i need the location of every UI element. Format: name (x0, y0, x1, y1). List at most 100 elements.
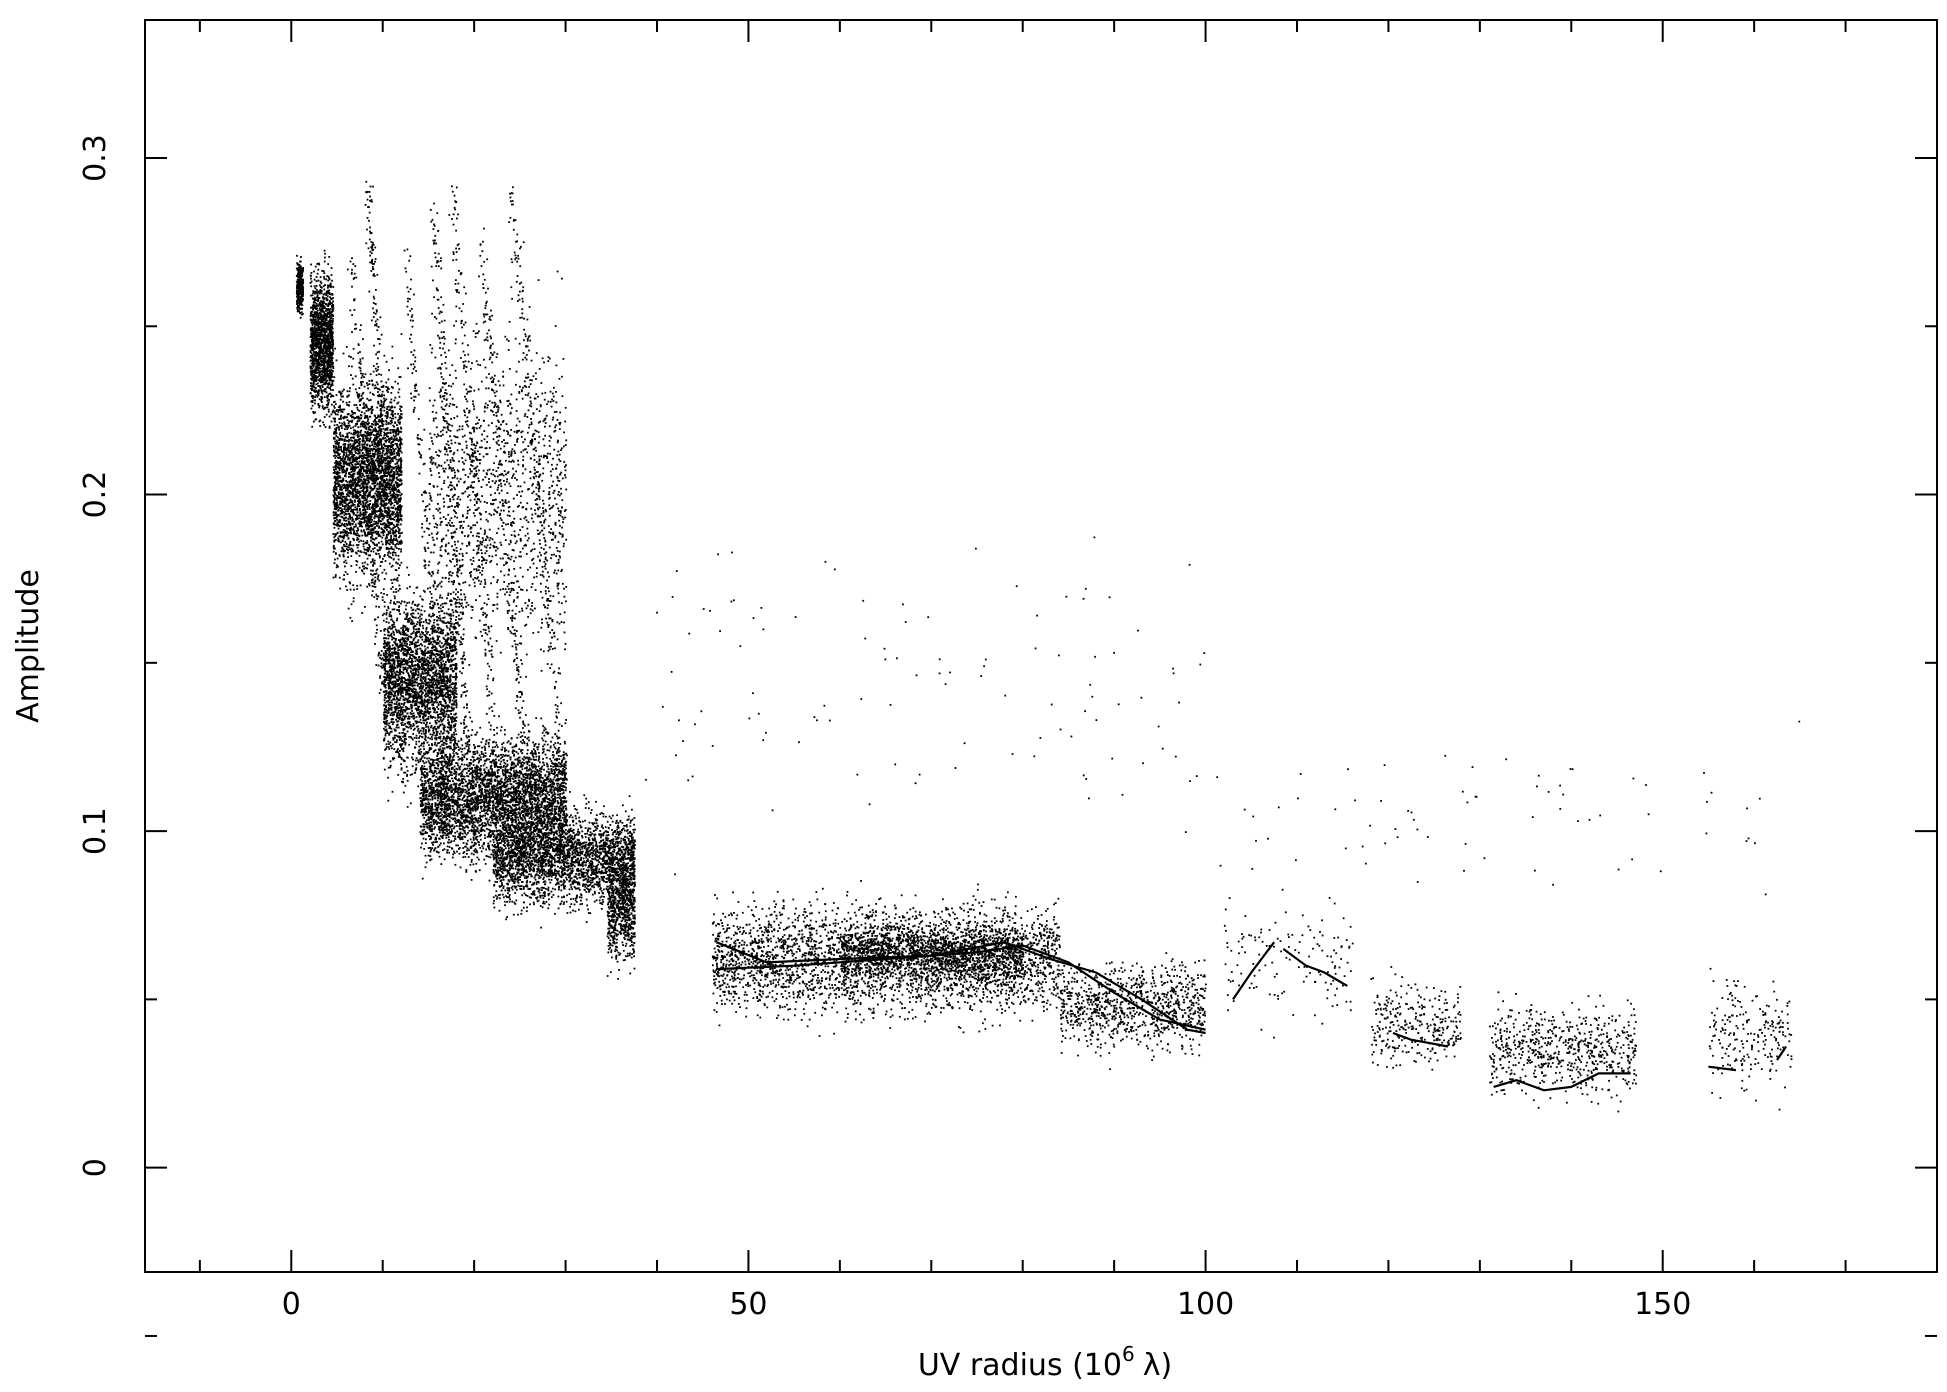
data-point (396, 577, 399, 579)
data-point (319, 310, 322, 312)
data-point (330, 267, 333, 269)
data-point (359, 425, 362, 428)
data-point (330, 317, 333, 319)
data-point (343, 447, 346, 450)
data-point (333, 418, 336, 421)
data-point (328, 292, 331, 294)
data-point (318, 334, 320, 336)
data-point (328, 383, 331, 386)
data-point (390, 500, 392, 503)
data-point (316, 367, 319, 369)
data-point (339, 392, 342, 395)
data-point (330, 335, 333, 338)
data-point (381, 483, 383, 486)
data-point (352, 537, 355, 540)
data-point (335, 533, 337, 536)
data-point (336, 514, 338, 517)
data-point (341, 516, 344, 518)
data-point (325, 328, 328, 331)
data-point (370, 457, 373, 460)
data-point (362, 521, 365, 524)
data-point (330, 358, 333, 361)
data-point (323, 317, 325, 319)
data-point (358, 444, 361, 447)
data-point (363, 508, 365, 511)
data-point (355, 514, 357, 516)
data-point (328, 293, 331, 296)
data-point (371, 449, 374, 452)
data-point (364, 463, 366, 466)
data-point (320, 308, 322, 311)
data-point (368, 544, 370, 546)
data-point (316, 323, 319, 326)
data-point (376, 500, 379, 503)
data-point (373, 547, 376, 549)
data-point (315, 308, 317, 310)
data-point (325, 297, 328, 299)
data-point (384, 524, 387, 527)
data-point (349, 414, 352, 417)
data-point (322, 353, 325, 355)
data-point (317, 279, 320, 282)
data-point (359, 550, 362, 552)
data-point (448, 686, 451, 689)
data-point (377, 414, 380, 417)
data-point (330, 354, 333, 357)
data-point (385, 360, 388, 363)
data-point (391, 357, 394, 360)
data-point (371, 384, 374, 387)
data-point (326, 365, 329, 367)
data-point (379, 495, 381, 497)
data-point (397, 517, 399, 519)
data-point (327, 340, 330, 343)
data-point (366, 430, 369, 433)
data-point (343, 465, 345, 468)
data-point (357, 456, 360, 459)
data-point (343, 508, 346, 510)
data-point (351, 446, 354, 449)
data-point (323, 249, 326, 252)
data-point (374, 537, 377, 540)
data-point (372, 434, 375, 436)
data-point (396, 478, 399, 481)
data-point (334, 520, 337, 523)
data-point (317, 346, 320, 348)
data-point (339, 534, 342, 537)
data-point (355, 534, 358, 537)
data-point (322, 307, 324, 310)
data-point (319, 338, 322, 341)
data-point (357, 479, 360, 482)
data-point (368, 508, 371, 510)
data-point (360, 551, 363, 553)
data-point (352, 483, 354, 486)
data-point (358, 395, 361, 398)
data-point (349, 387, 351, 390)
data-point (389, 494, 392, 497)
data-point (369, 470, 372, 473)
data-point (362, 468, 365, 471)
data-point (358, 485, 361, 487)
data-point (311, 338, 314, 341)
data-point (377, 468, 380, 471)
data-point (329, 282, 332, 285)
data-point (302, 313, 304, 315)
data-point (309, 344, 312, 347)
data-point (374, 430, 377, 432)
data-point (372, 510, 375, 512)
data-point (352, 528, 355, 530)
data-point (351, 448, 353, 451)
data-point (330, 389, 332, 391)
data-point (302, 288, 304, 291)
data-point (359, 509, 361, 512)
data-point (349, 475, 352, 478)
data-point (331, 348, 334, 350)
data-point (344, 457, 347, 459)
data-point (383, 555, 386, 558)
data-point (351, 494, 354, 496)
data-point (394, 396, 397, 399)
data-point (331, 361, 333, 364)
data-point (369, 536, 372, 539)
data-point (397, 543, 400, 546)
data-point (339, 496, 342, 499)
data-point (319, 291, 322, 294)
